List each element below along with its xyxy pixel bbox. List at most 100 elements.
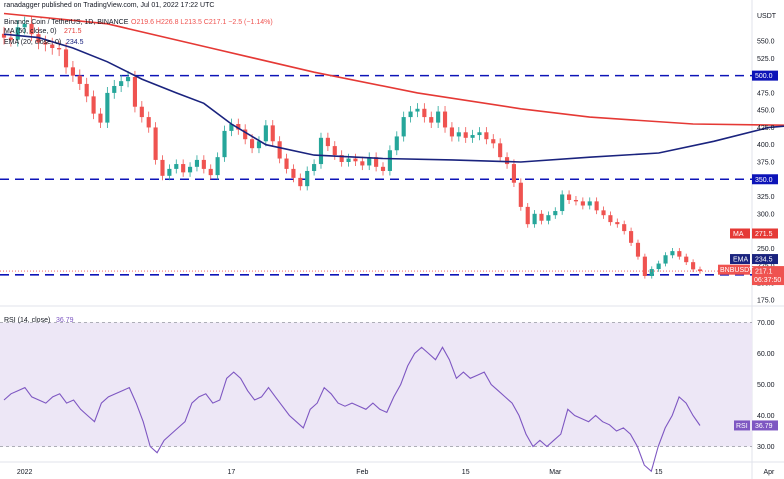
candle-body: [284, 158, 289, 169]
ema-tag-text: 234.5: [755, 257, 773, 264]
price-tick-label: 300.0: [757, 211, 775, 218]
candle-body: [187, 166, 193, 173]
price-tick-label: 525.0: [757, 56, 775, 63]
candle-body: [243, 129, 248, 140]
candle-body: [91, 96, 96, 114]
ema-legend-label[interactable]: EMA (20, close, 0): [4, 39, 61, 46]
candle-body: [374, 157, 379, 167]
candle-body: [22, 23, 27, 28]
candle-body: [174, 164, 179, 169]
candle-body: [167, 168, 172, 176]
candle-body: [649, 269, 654, 276]
candle-body: [98, 113, 103, 123]
price-tick-label: 175.0: [757, 298, 775, 305]
price-tick-label: 450.0: [757, 108, 775, 115]
ma-series-tag-text: MA: [733, 231, 744, 238]
price-tick-label: 550.0: [757, 39, 775, 46]
candle-body: [456, 132, 461, 137]
candle-body: [84, 83, 89, 97]
candle-body: [250, 139, 255, 149]
level-tag-text: 500.0: [755, 73, 773, 80]
candle-body: [470, 135, 475, 138]
candle-body: [360, 161, 365, 166]
candle-body: [491, 139, 496, 144]
candle-body: [339, 155, 344, 162]
candle-body: [70, 67, 75, 76]
candle-body: [553, 211, 558, 216]
candle-body: [201, 159, 206, 169]
candle-body: [153, 127, 158, 160]
candle-body: [112, 85, 117, 93]
candle-body: [236, 123, 241, 130]
candle-body: [332, 146, 337, 156]
candle-body: [263, 125, 268, 142]
candle-body: [125, 77, 131, 82]
rsi-value-tag: [752, 420, 778, 431]
candle-body: [504, 157, 510, 165]
rsi-tick-label: 30.00: [757, 444, 775, 451]
rsi-tick-label: 40.00: [757, 413, 775, 420]
candle-body: [208, 168, 213, 176]
ma-tag: [752, 228, 778, 239]
ma-series-tag: [730, 228, 750, 239]
candle-body: [546, 215, 551, 221]
candle-body: [105, 92, 110, 123]
candle-body: [532, 213, 537, 225]
candle-body: [29, 23, 34, 35]
time-tick-label: 15: [462, 469, 470, 476]
candle-body: [511, 164, 517, 183]
time-tick-label: Feb: [356, 469, 368, 476]
ohlc-readout: O219.6 H226.8 L213.5 C217.1 −2.5 (−1.14%…: [131, 19, 273, 26]
price-tick-label: 425.0: [757, 125, 775, 132]
candle-body: [422, 108, 427, 118]
ema-tag: [752, 254, 778, 265]
time-tick-label: Apr: [763, 469, 775, 476]
rsi-band: [0, 322, 752, 447]
ema-20-line: [3, 33, 784, 163]
candle-body: [573, 199, 579, 202]
candle-body: [353, 158, 358, 162]
candle-body: [1, 33, 7, 38]
candle-body: [139, 106, 144, 118]
rsi-tick-label: 70.00: [757, 320, 775, 327]
candlestick-series: [1, 16, 703, 279]
published-note: ranadagger published on TradingView.com,…: [4, 2, 214, 9]
price-axis-tags: 500.0350.0211.7271.5234.5217.106:37:50MA…: [718, 70, 784, 431]
ma-tag-text: 271.5: [755, 231, 773, 238]
ema-legend-value: 234.5: [66, 39, 84, 46]
level-tag: [752, 174, 778, 185]
price-tick-label: 325.0: [757, 194, 775, 201]
level-tag: [752, 70, 778, 81]
level-tag-text: 350.0: [755, 177, 773, 184]
candle-body: [518, 182, 523, 207]
symbol-title: Binance Coin / TetherUS, 1D, BINANCE: [4, 19, 129, 26]
candle-body: [539, 213, 544, 221]
candle-body: [677, 251, 682, 257]
candle-body: [8, 37, 13, 40]
candle-body: [346, 158, 351, 162]
rsi-legend-label[interactable]: RSI (14, close): [4, 317, 50, 324]
candle-body: [449, 127, 454, 137]
candle-body: [256, 141, 262, 149]
candle-body: [367, 157, 372, 166]
candle-body: [312, 164, 317, 171]
candle-body: [615, 222, 620, 225]
candle-body: [498, 143, 503, 158]
candle-body: [394, 136, 399, 151]
candle-body: [270, 125, 275, 142]
ma-legend-label[interactable]: MA (50, close, 0): [4, 28, 57, 35]
candle-body: [325, 137, 330, 147]
rsi-axis[interactable]: 30.00 40.00 50.00 60.00 70.00: [757, 320, 775, 451]
candle-body: [277, 141, 282, 159]
candle-body: [642, 256, 647, 276]
candle-body: [587, 201, 592, 206]
candle-body: [15, 27, 20, 40]
candle-body: [119, 81, 124, 86]
candle-body: [629, 231, 634, 243]
candle-body: [691, 262, 696, 270]
candle-body: [408, 111, 413, 118]
time-axis[interactable]: 202217Feb15Mar15Apr15May16Jun15Jul: [17, 469, 784, 476]
candle-body: [380, 166, 386, 171]
